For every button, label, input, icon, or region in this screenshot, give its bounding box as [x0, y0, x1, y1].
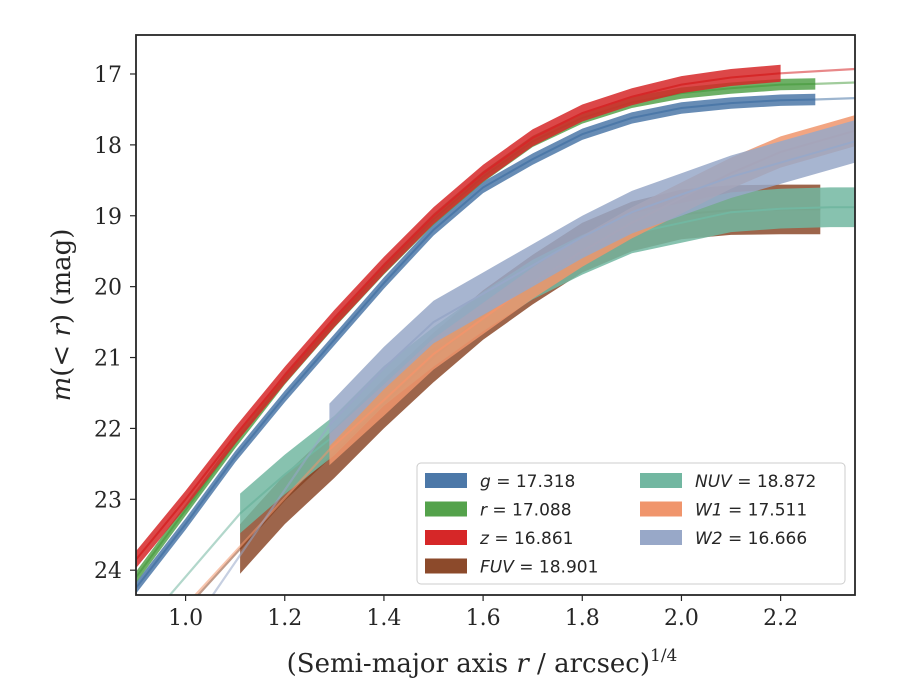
series-w2-extension — [211, 424, 331, 595]
legend-label: z = 16.861 — [479, 529, 573, 549]
series-fuv-extension — [196, 548, 241, 595]
legend-label: NUV = 18.872 — [695, 472, 816, 492]
y-tick-label: 21 — [94, 347, 122, 372]
series-nuv-extension — [168, 512, 241, 595]
legend-item-z: z = 16.861 — [425, 529, 573, 549]
legend-label: FUV = 18.901 — [480, 558, 598, 578]
legend-item-w2: W2 = 16.666 — [640, 529, 807, 549]
legend-swatch — [425, 473, 467, 488]
legend-swatch — [425, 558, 467, 574]
series-g-extension — [815, 97, 855, 101]
legend-swatch — [640, 473, 682, 488]
series-w1-extension — [193, 448, 331, 595]
legend-label: W2 = 16.666 — [695, 529, 807, 549]
legend-label: r = 17.088 — [480, 501, 572, 521]
legend-item-w1: W1 = 17.511 — [640, 501, 807, 521]
series-r-extension — [815, 81, 855, 85]
y-tick-label: 19 — [94, 205, 122, 230]
legend-item-g: g = 17.318 — [425, 472, 575, 492]
legend-item-nuv: NUV = 18.872 — [640, 472, 816, 492]
series-z-line — [136, 72, 781, 561]
y-tick-label: 23 — [94, 488, 122, 513]
y-tick-label: 20 — [94, 276, 122, 301]
plot-frame — [135, 34, 856, 596]
y-tick-label: 24 — [94, 559, 122, 584]
legend-swatch — [640, 501, 682, 517]
x-tick-label: 2.0 — [664, 606, 699, 631]
series-g — [136, 93, 855, 594]
legend-swatch — [640, 530, 682, 545]
series-w2-band — [329, 120, 855, 447]
x-tick-label: 1.8 — [565, 606, 600, 631]
x-tick-label: 1.6 — [466, 606, 501, 631]
legend-item-r: r = 17.088 — [425, 501, 572, 521]
series-z-extension — [780, 67, 855, 75]
y-tick-label: 22 — [94, 417, 122, 442]
y-tick-label: 18 — [94, 134, 122, 159]
legend-label: g = 17.318 — [480, 472, 575, 492]
series-layer — [136, 64, 855, 595]
x-tick-label: 1.2 — [267, 606, 302, 631]
legend-label: W1 = 17.511 — [695, 501, 807, 521]
x-axis-label-exponent: 1/4 — [650, 646, 677, 666]
x-tick-label: 1.4 — [366, 606, 401, 631]
y-axis-label: m(< r) (mag) — [47, 229, 77, 402]
y-axis-ticks: 17 18 19 20 21 22 23 24 — [94, 63, 136, 584]
legend-box — [416, 462, 846, 585]
series-w2-line — [328, 140, 855, 426]
series-g-line — [136, 98, 816, 589]
series-w2 — [211, 120, 855, 595]
y-tick-label: 17 — [94, 63, 122, 88]
series-z — [136, 64, 855, 569]
legend-item-fuv: FUV = 18.901 — [425, 558, 598, 578]
x-axis-label: (Semi-major axis r / arcsec)1/4 — [287, 646, 678, 679]
x-tick-label: 1.0 — [168, 606, 203, 631]
legend-swatch — [425, 501, 467, 517]
legend-swatch — [425, 530, 467, 545]
x-axis-ticks: 1.0 1.2 1.4 1.6 1.8 2.0 2.2 — [168, 595, 798, 631]
x-tick-label: 2.2 — [763, 606, 798, 631]
legend: g = 17.318 r = 17.088 z = 16.861 FUV = 18.9… — [416, 462, 846, 585]
